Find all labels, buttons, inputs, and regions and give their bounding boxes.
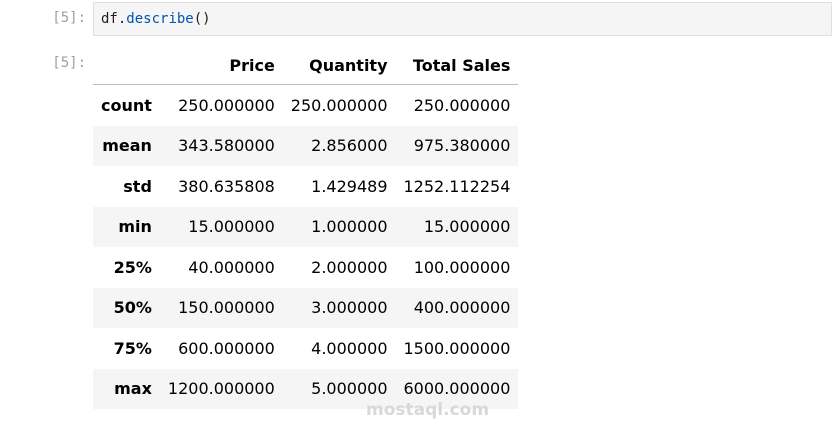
table-cell: 250.000000 bbox=[290, 95, 388, 115]
table-cell: 5.000000 bbox=[311, 379, 388, 399]
table-cell: 15.000000 bbox=[188, 217, 275, 237]
table-row: 75% 600.000000 4.000000 1500.000000 bbox=[93, 328, 518, 369]
code-args: () bbox=[193, 11, 211, 27]
table-cell: 4.000000 bbox=[311, 338, 388, 358]
row-label: count bbox=[101, 95, 152, 115]
table-cell: 250.000000 bbox=[178, 95, 275, 115]
table-row: max 1200.000000 5.000000 6000.000000 bbox=[93, 368, 519, 409]
table-row: count 250.000000 250.000000 250.000000 bbox=[93, 85, 518, 126]
table-cell: 2.856000 bbox=[311, 136, 388, 156]
table-row: min 15.000000 1.000000 15.000000 bbox=[93, 206, 519, 247]
row-label: 25% bbox=[113, 257, 152, 277]
watermark: mostaql.com bbox=[366, 400, 490, 420]
table-cell: 975.380000 bbox=[413, 136, 511, 156]
header-row: Price Quantity Total Sales bbox=[93, 47, 519, 85]
row-label: 75% bbox=[113, 338, 152, 358]
row-label: mean bbox=[102, 136, 152, 156]
table-cell: 600.000000 bbox=[178, 338, 275, 358]
table-cell: 15.000000 bbox=[423, 217, 511, 237]
table-cell: 6000.000000 bbox=[403, 379, 511, 399]
describe-table: Price Quantity Total Sales count 250.0000… bbox=[93, 47, 519, 409]
code-object: df bbox=[101, 11, 118, 27]
table-cell: 400.000000 bbox=[413, 298, 511, 318]
index-header bbox=[93, 47, 160, 85]
table-cell: 100.000000 bbox=[413, 257, 511, 277]
table-cell: 1252.112254 bbox=[403, 176, 511, 196]
column-header-price: Price bbox=[159, 47, 283, 85]
row-label: std bbox=[123, 176, 152, 196]
table-cell: 343.580000 bbox=[178, 136, 275, 156]
column-header-quantity: Quantity bbox=[282, 47, 396, 85]
table-cell: 1500.000000 bbox=[403, 338, 511, 358]
column-header-total-sales: Total Sales bbox=[395, 47, 519, 85]
table-cell: 40.000000 bbox=[188, 257, 275, 277]
output-prompt: [5]: bbox=[52, 55, 86, 71]
table-cell: 1200.000000 bbox=[167, 379, 275, 399]
row-label: min bbox=[118, 217, 152, 237]
table-cell: 3.000000 bbox=[311, 298, 388, 318]
table-cell: 1.429489 bbox=[311, 176, 388, 196]
table-row: std 380.635808 1.429489 1252.112254 bbox=[93, 166, 518, 207]
code-function: describe bbox=[126, 11, 194, 27]
table-cell: 250.000000 bbox=[413, 95, 511, 115]
table-cell: 1.000000 bbox=[311, 217, 388, 237]
code-input-cell[interactable]: df.describe() bbox=[93, 2, 832, 36]
table-cell: 150.000000 bbox=[178, 298, 275, 318]
row-label: 50% bbox=[113, 298, 152, 318]
table-cell: 2.000000 bbox=[311, 257, 388, 277]
table-row: 25% 40.000000 2.000000 100.000000 bbox=[93, 247, 518, 288]
table-cell: 380.635808 bbox=[178, 176, 275, 196]
table-row: mean 343.580000 2.856000 975.380000 bbox=[93, 125, 519, 166]
input-prompt: [5]: bbox=[52, 10, 86, 26]
row-label: max bbox=[114, 379, 152, 399]
table-row: 50% 150.000000 3.000000 400.000000 bbox=[93, 287, 519, 328]
code-dot: . bbox=[117, 11, 127, 27]
